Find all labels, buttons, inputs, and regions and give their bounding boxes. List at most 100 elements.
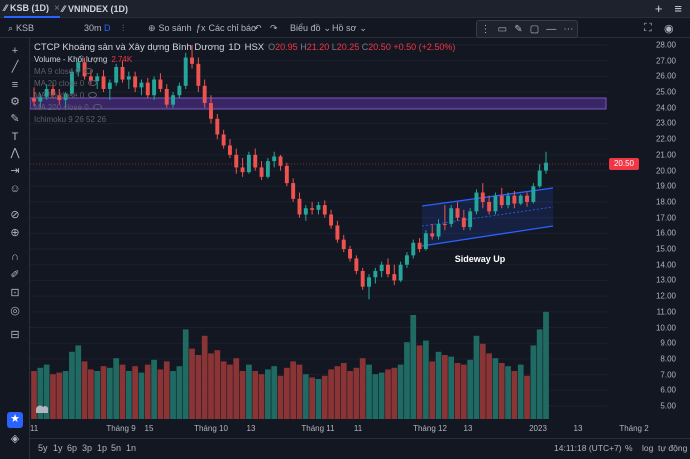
rect-icon[interactable]: ▭: [497, 23, 508, 35]
text-icon[interactable]: T: [11, 131, 19, 143]
volume-bar: [448, 356, 455, 419]
pattern-icon[interactable]: ⋀: [10, 147, 20, 159]
volume-bar: [366, 364, 372, 419]
fullscreen-icon[interactable]: ⛶: [644, 21, 652, 34]
range-5y[interactable]: 5y: [38, 443, 48, 453]
lock-icon[interactable]: ⊡: [10, 287, 20, 299]
star-icon[interactable]: ★: [7, 412, 23, 428]
volume-bar: [170, 371, 176, 419]
price-label: 17.00: [655, 213, 676, 223]
magnet-icon[interactable]: ∩: [11, 251, 19, 263]
interval-d-button[interactable]: D: [104, 18, 111, 38]
volume-bar: [157, 369, 164, 419]
volume-bar: [309, 377, 315, 419]
indicator-ma50[interactable]: MA 50 close 0: [34, 89, 455, 101]
volume-bar: [435, 351, 442, 419]
measure-icon[interactable]: ⇥: [10, 165, 20, 177]
ruler-icon[interactable]: ⊘: [10, 209, 20, 221]
profile-button[interactable]: Hồ sơ ⌄: [332, 18, 367, 38]
volume-label: Volume - Khối lượng: [34, 54, 108, 64]
candle-body: [341, 239, 346, 250]
range-6m[interactable]: 6p: [67, 443, 78, 453]
auto-toggle[interactable]: tự động: [658, 443, 688, 453]
candle-body: [367, 277, 371, 287]
indicator-ma200[interactable]: MA 200 close 0: [34, 101, 455, 113]
volume-bar: [315, 379, 322, 419]
candle-body: [158, 79, 163, 89]
more-icon[interactable]: ⋯: [563, 23, 574, 35]
indicator-ichimoku[interactable]: Ichimoku 9 26 52 26: [34, 114, 107, 124]
menu-icon[interactable]: ≡: [674, 1, 682, 16]
channel-top-line: [421, 187, 554, 207]
range-1m[interactable]: 1p: [97, 443, 108, 453]
sideway-up-annotation: Sideway Up: [455, 254, 506, 264]
volume-bar: [88, 369, 94, 419]
range-1y[interactable]: 1y: [53, 443, 63, 453]
tab-ksb[interactable]: ⁄⁄ KSB (1D) ×: [4, 0, 60, 18]
channel-bottom-line: [421, 225, 554, 247]
horizontal-line-icon[interactable]: ≡: [11, 79, 19, 91]
interval-button[interactable]: 30m: [84, 18, 102, 38]
eye-icon[interactable]: ◎: [10, 305, 20, 317]
grip-icon[interactable]: ⋮: [480, 23, 491, 35]
chevron-down-icon: ⌄: [323, 22, 332, 33]
tab-vnindex[interactable]: ⁄⁄ VNINDEX (1D): [62, 0, 128, 18]
camera-icon[interactable]: ◉: [664, 22, 674, 35]
candle-body: [88, 76, 93, 82]
interval-letter: D: [104, 23, 111, 33]
volume-bar: [37, 367, 44, 419]
layers-icon[interactable]: ◈: [10, 433, 20, 445]
volume-bar: [505, 366, 511, 419]
close-icon[interactable]: ×: [54, 2, 60, 14]
trendline-icon[interactable]: ╱: [11, 61, 19, 73]
zoom-in-icon[interactable]: ⊕: [10, 227, 20, 239]
price-chart[interactable]: Sideway Up: [30, 38, 607, 422]
volume-bar: [75, 345, 82, 419]
volume-bar: [132, 366, 138, 419]
left-toolbar: + ╱ ≡ ⚙ ✎ T ⋀ ⇥ ☺ ⊘ ⊕ ∩ ✐ ⊡ ◎ ⊟ ★ ◈: [0, 38, 30, 459]
volume-bar: [69, 351, 75, 419]
redo-button[interactable]: ↷: [270, 18, 278, 38]
crosshair-icon[interactable]: +: [11, 45, 19, 57]
chart-type-button[interactable]: Biểu đồ ⌄: [290, 18, 331, 38]
drawing-float-toolbar: ⋮ ▭ ✎ ▢ — ⋯: [476, 20, 578, 38]
price-label: 20.00: [655, 166, 676, 176]
percent-toggle[interactable]: %: [625, 443, 633, 453]
line-icon[interactable]: —: [546, 23, 557, 35]
candle-body: [171, 95, 176, 105]
pencil-icon[interactable]: ✎: [514, 23, 523, 35]
trash-icon[interactable]: ⊟: [10, 329, 20, 341]
add-tab-icon[interactable]: +: [654, 1, 663, 16]
price-axis[interactable]: 28.00 27.00 26.00 25.00 24.00 23.00 22.00 21.00…: [607, 38, 690, 422]
lock-drawing-icon[interactable]: ✐: [10, 269, 20, 281]
volume-bar: [271, 366, 278, 419]
candle-body: [202, 85, 207, 104]
fib-icon[interactable]: ⚙: [10, 96, 20, 108]
emoji-icon[interactable]: ☺: [9, 183, 21, 195]
compare-button[interactable]: ⊕ So sánh: [148, 18, 192, 38]
candle-body: [379, 264, 384, 272]
indicator-ma20[interactable]: MA 20 close 0: [34, 77, 455, 89]
volume-bar: [214, 350, 221, 419]
range-3m[interactable]: 3p: [82, 443, 93, 453]
candle-type-icon[interactable]: ⫶: [122, 22, 125, 33]
volume-bar: [416, 345, 423, 419]
candle-body: [449, 208, 454, 224]
price-label: 16.00: [655, 228, 676, 238]
log-toggle[interactable]: log: [642, 443, 654, 453]
time-axis[interactable]: 11 Tháng 9 15 Tháng 10 13 Tháng 11 11 Tháng 12 1…: [30, 422, 649, 436]
volume-bar: [372, 374, 379, 419]
indicator-ma9[interactable]: MA 9 close 0: [34, 65, 455, 77]
undo-button[interactable]: ↶: [254, 18, 262, 38]
volume-bar: [353, 367, 360, 419]
square-icon[interactable]: ▢: [529, 23, 540, 35]
candle-body: [461, 217, 466, 228]
price-label: 12.00: [655, 291, 676, 301]
range-1d[interactable]: 1n: [126, 443, 137, 453]
indicators-button[interactable]: ƒx Các chỉ báo: [196, 18, 256, 38]
tradingview-logo-icon: [35, 405, 49, 413]
brush-icon[interactable]: ✎: [10, 113, 20, 125]
symbol-search-button[interactable]: ⌕ KSB: [8, 18, 34, 38]
price-label: 5.00: [660, 401, 676, 411]
range-5d[interactable]: 5n: [111, 443, 122, 453]
